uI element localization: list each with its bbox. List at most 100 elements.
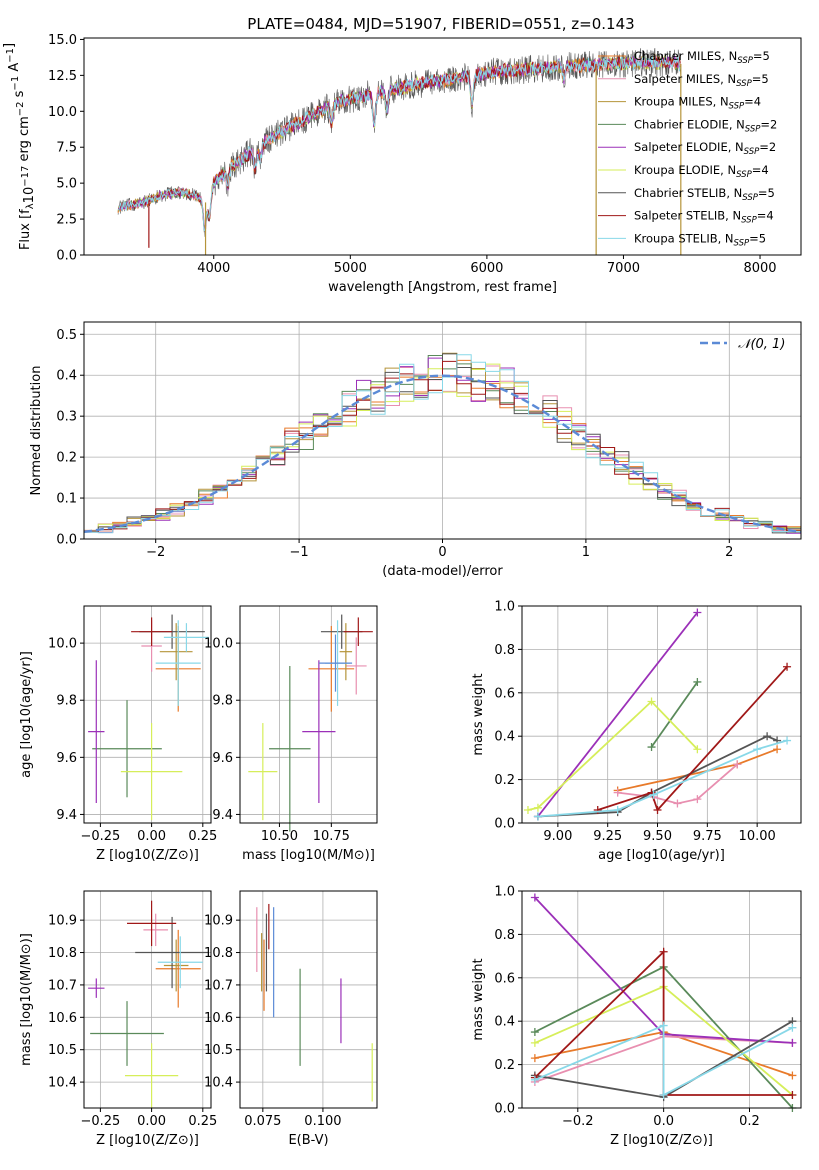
x-tick-label: 10.75: [313, 829, 350, 844]
y-tick-label: 0.4: [494, 730, 515, 745]
y-axis-label: mass weight: [471, 958, 486, 1040]
legend-label: Salpeter ELODIE, NSSP=2: [634, 140, 776, 157]
x-tick-label: −0.25: [80, 1114, 120, 1129]
legend-label-main: Salpeter ELODIE, N: [634, 140, 744, 154]
y-tick-label: 10.9: [204, 914, 233, 929]
weight-marker: [693, 677, 702, 686]
legend-label-sub: SSP: [745, 124, 761, 134]
weight-marker: [659, 1090, 668, 1099]
legend-label-sub: SSP: [741, 216, 757, 226]
legend-label-main: Kroupa STELIB, N: [634, 231, 734, 245]
y-tick-label: 0.6: [494, 971, 515, 986]
weight-marker: [783, 736, 792, 745]
y-tick-label: 10.7: [48, 978, 77, 993]
y-tick-label: 9.8: [56, 694, 77, 709]
axes-frame: [83, 605, 212, 824]
x-tick-label: 9.50: [643, 829, 672, 844]
y-axis-label-part: −1: [5, 48, 16, 63]
y-tick-label: 9.6: [212, 751, 233, 766]
weight-marker: [788, 1023, 797, 1032]
weight-marker: [753, 745, 762, 754]
y-axis-label-part: 10: [22, 187, 37, 204]
axes-frame: [521, 890, 802, 1109]
y-axis-label: mass [log10(M/M⊙)]: [19, 933, 34, 1066]
legend-label-main: Salpeter MILES, N: [634, 72, 736, 86]
y-axis-label-part: −17: [20, 166, 31, 187]
legend-label: Kroupa STELIB, NSSP=5: [634, 231, 766, 248]
axes-frame: [83, 37, 802, 256]
legend-label-value: =2: [759, 140, 776, 154]
mass-vs-ebv-panel: 0.075 0.100 10.4 10.5 10.6 10.7 10.8 10.9 E(B-V): [204, 890, 378, 1148]
x-tick-label: 0: [438, 545, 446, 560]
y-tick-label: 10.0: [48, 105, 77, 120]
legend-label-value: =2: [760, 117, 777, 131]
legend-label-value: =4: [752, 163, 769, 177]
legend-label-main: Kroupa MILES, N: [634, 95, 729, 109]
legend-label-sub: SSP: [736, 170, 752, 180]
x-tick-label: 0.0: [653, 1114, 674, 1129]
x-tick-label: 0.00: [137, 829, 166, 844]
x-axis-label: Z [log10(Z/Z⊙)]: [96, 1133, 199, 1148]
weight-marker: [530, 1075, 539, 1084]
y-tick-label: 10.9: [48, 914, 77, 929]
legend-label-value: =5: [749, 231, 766, 245]
x-tick-label: −2: [146, 545, 165, 560]
x-tick-label: 5000: [334, 261, 367, 276]
weight-marker: [530, 1054, 539, 1063]
x-tick-label: 0.00: [137, 1114, 166, 1129]
y-tick-label: 10.0: [204, 637, 233, 652]
x-tick-label: 9.75: [693, 829, 722, 844]
legend-label-value: =5: [753, 49, 770, 63]
y-tick-label: 0.3: [56, 410, 77, 425]
y-tick-label: 10.5: [204, 1043, 233, 1058]
weights-vs-age-panel: 9.00 9.25 9.50 9.75 10.00 0.0 0.2 0.4 0.6 0.8 1.0 a…: [471, 600, 802, 863]
weight-marker: [788, 1090, 797, 1099]
legend-label: Chabrier STELIB, NSSP=5: [634, 186, 775, 203]
legend-label-value: =5: [758, 186, 775, 200]
legend-label: 𝒩(0, 1): [738, 337, 785, 352]
weight-marker: [647, 743, 656, 752]
weight-marker: [613, 805, 622, 814]
x-tick-label: 6000: [470, 261, 503, 276]
y-tick-label: 0.0: [56, 249, 77, 264]
weight-marker: [533, 812, 542, 821]
legend-label: Chabrier MILES, NSSP=5: [634, 49, 770, 66]
x-tick-label: 8000: [743, 261, 776, 276]
y-axis-label-part: f: [18, 209, 33, 214]
legend-label: Kroupa MILES, NSSP=4: [634, 95, 761, 112]
y-axis-label-part: λ: [25, 203, 36, 209]
weight-marker: [693, 795, 702, 804]
y-axis-label-part: ]: [2, 43, 17, 48]
x-axis-label: mass [log10(M/M⊙)]: [242, 848, 375, 863]
legend-label: Salpeter MILES, NSSP=5: [634, 72, 769, 89]
y-tick-label: 10.6: [48, 1011, 77, 1026]
x-tick-label: 2: [725, 545, 733, 560]
legend-label: Chabrier ELODIE, NSSP=2: [634, 117, 777, 134]
y-tick-label: 10.6: [204, 1011, 233, 1026]
x-axis-label: age [log10(age/yr)]: [598, 848, 725, 863]
x-tick-label: 0.25: [188, 829, 217, 844]
legend-label: Kroupa ELODIE, NSSP=4: [634, 163, 769, 180]
x-axis-label: Z [log10(Z/Z⊙)]: [610, 1133, 713, 1148]
y-tick-label: 10.8: [204, 946, 233, 961]
weight-marker: [613, 788, 622, 797]
y-axis-label: age [log10(age/yr)]: [19, 651, 34, 778]
y-tick-label: 10.7: [204, 978, 233, 993]
y-tick-label: 7.5: [56, 141, 77, 156]
axes-frame: [239, 890, 378, 1109]
weight-marker: [763, 732, 772, 741]
x-tick-label: −0.25: [80, 829, 120, 844]
x-tick-label: 1: [582, 545, 590, 560]
weight-marker: [533, 803, 542, 812]
y-axis-label: mass weight: [471, 673, 486, 755]
y-tick-label: 0.6: [494, 686, 515, 701]
weight-marker: [693, 745, 702, 754]
weight-marker: [659, 1021, 668, 1030]
x-axis-label: (data-model)/error: [382, 564, 503, 579]
legend-label-sub: SSP: [736, 79, 752, 89]
legend-label-main: Kroupa ELODIE, N: [634, 163, 736, 177]
y-tick-label: 0.0: [494, 1102, 515, 1117]
weight-marker: [647, 697, 656, 706]
figure-title: PLATE=0484, MJD=51907, FIBERID=0551, z=0…: [247, 15, 634, 33]
